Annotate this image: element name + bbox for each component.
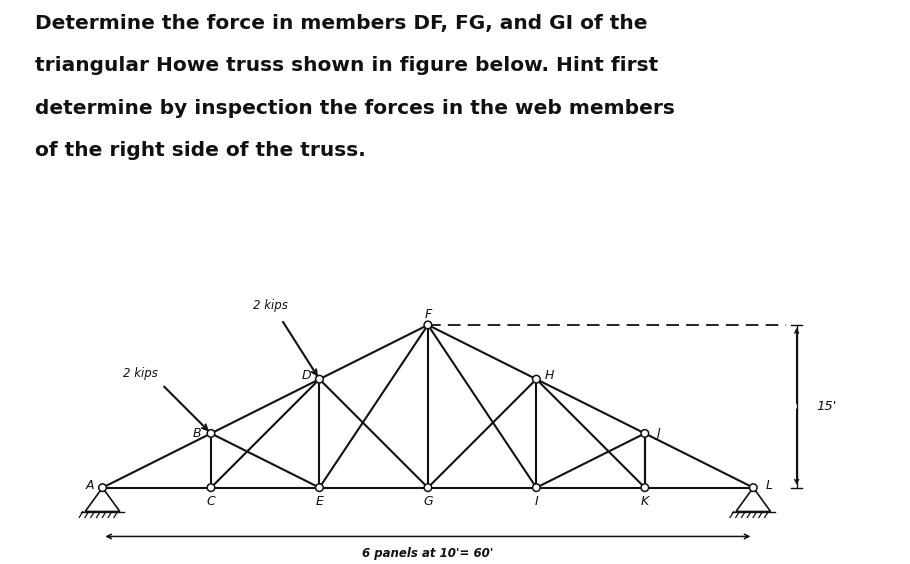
Circle shape xyxy=(641,484,649,491)
Circle shape xyxy=(316,484,323,491)
Circle shape xyxy=(750,484,757,491)
Circle shape xyxy=(316,376,323,383)
Text: J: J xyxy=(656,427,660,440)
Text: 15': 15' xyxy=(816,400,836,413)
Text: 2 kips: 2 kips xyxy=(253,299,288,312)
Circle shape xyxy=(532,484,541,491)
Text: L: L xyxy=(766,479,773,492)
Text: I: I xyxy=(534,495,538,508)
Text: C: C xyxy=(207,495,216,508)
Circle shape xyxy=(424,321,431,329)
Text: B: B xyxy=(193,427,201,440)
Circle shape xyxy=(98,484,106,491)
Text: G: G xyxy=(423,495,432,508)
Text: A: A xyxy=(86,479,94,492)
Circle shape xyxy=(207,430,215,437)
Text: D: D xyxy=(301,369,311,382)
Text: 2 kips: 2 kips xyxy=(123,367,158,380)
Text: determine by inspection the forces in the web members: determine by inspection the forces in th… xyxy=(35,99,674,118)
Text: of the right side of the truss.: of the right side of the truss. xyxy=(35,141,365,160)
Circle shape xyxy=(532,376,541,383)
Circle shape xyxy=(641,430,649,437)
Text: F: F xyxy=(424,307,431,320)
Text: Determine the force in members DF, FG, and GI of the: Determine the force in members DF, FG, a… xyxy=(35,14,647,33)
Circle shape xyxy=(207,484,215,491)
Text: K: K xyxy=(641,495,649,508)
Text: 6 panels at 10'= 60': 6 panels at 10'= 60' xyxy=(362,547,493,560)
Circle shape xyxy=(424,484,431,491)
Text: H: H xyxy=(545,369,554,382)
Text: E: E xyxy=(316,495,323,508)
Text: triangular Howe truss shown in figure below. Hint first: triangular Howe truss shown in figure be… xyxy=(35,56,658,76)
